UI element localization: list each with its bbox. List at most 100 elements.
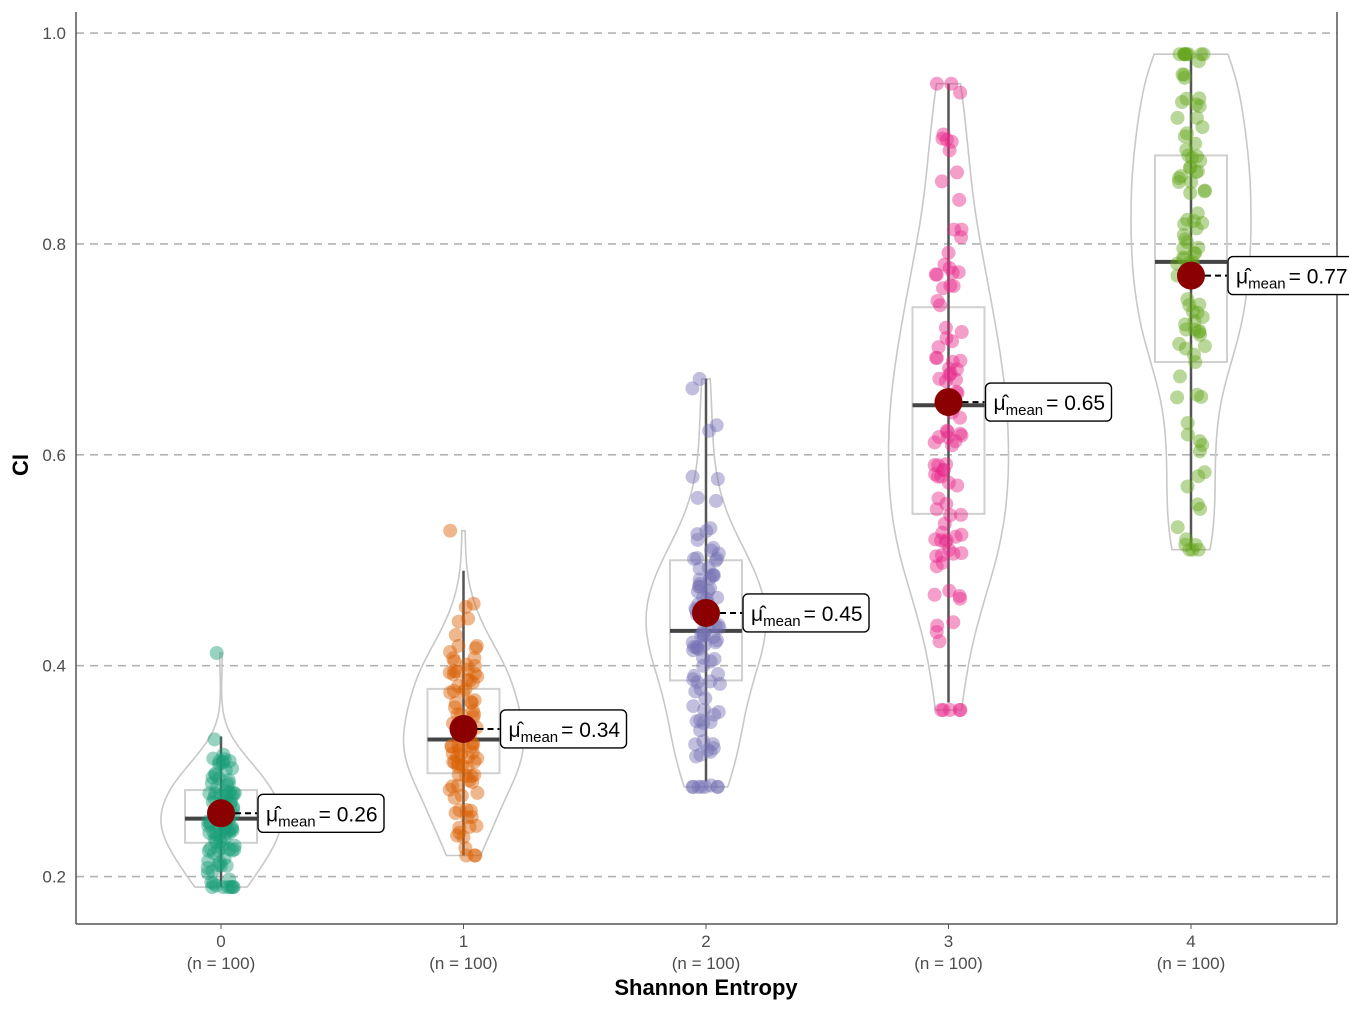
data-point bbox=[1194, 389, 1209, 404]
data-point bbox=[685, 635, 700, 650]
data-point bbox=[1178, 341, 1193, 356]
data-point bbox=[1181, 148, 1196, 163]
data-point bbox=[220, 777, 235, 792]
data-point bbox=[1182, 542, 1197, 557]
data-point bbox=[710, 590, 725, 605]
data-point bbox=[206, 751, 221, 766]
data-point bbox=[942, 261, 957, 276]
data-point bbox=[1179, 47, 1194, 62]
data-point bbox=[461, 750, 476, 765]
tick-labels: 0.2 0.4 0.6 0.8 1.0 0 (n = 100) 1 (n = 100) 2 (n =… bbox=[42, 24, 1225, 973]
data-point bbox=[932, 430, 946, 444]
data-point bbox=[938, 374, 953, 389]
data-point bbox=[1170, 390, 1185, 405]
data-point bbox=[929, 76, 944, 91]
data-point bbox=[694, 628, 709, 643]
data-point bbox=[215, 755, 230, 770]
data-point bbox=[460, 760, 475, 775]
data-point bbox=[205, 770, 220, 785]
mean-label-box bbox=[742, 593, 870, 633]
data-point bbox=[942, 368, 957, 382]
data-point bbox=[226, 880, 241, 895]
data-point bbox=[710, 551, 725, 566]
data-point bbox=[933, 298, 948, 313]
data-point bbox=[943, 366, 958, 381]
data-point bbox=[221, 776, 236, 791]
data-point bbox=[946, 279, 961, 294]
data-point bbox=[444, 739, 459, 754]
data-point bbox=[709, 418, 724, 433]
data-point bbox=[938, 320, 953, 335]
data-point bbox=[1185, 304, 1200, 319]
data-point bbox=[1189, 221, 1204, 236]
data-point bbox=[227, 786, 242, 801]
data-point bbox=[711, 667, 725, 681]
data-point bbox=[954, 230, 969, 245]
data-point bbox=[931, 458, 946, 473]
data-point bbox=[944, 134, 959, 149]
data-point bbox=[705, 737, 720, 752]
data-point bbox=[945, 438, 960, 453]
data-point bbox=[450, 778, 465, 793]
data-point bbox=[208, 786, 223, 801]
data-point bbox=[693, 723, 708, 738]
data-point bbox=[689, 749, 704, 764]
data-point bbox=[450, 828, 465, 843]
data-point bbox=[929, 559, 944, 574]
data-point bbox=[1192, 434, 1207, 449]
data-point bbox=[1175, 67, 1190, 82]
data-point bbox=[934, 548, 949, 563]
data-point bbox=[451, 679, 466, 693]
data-point bbox=[208, 766, 223, 781]
data-point bbox=[712, 676, 727, 691]
data-point bbox=[1170, 520, 1185, 535]
data-point bbox=[1191, 542, 1206, 557]
data-point bbox=[217, 851, 232, 866]
data-point bbox=[467, 651, 482, 666]
data-point bbox=[1197, 184, 1212, 199]
data-point bbox=[690, 527, 705, 542]
data-point bbox=[1188, 538, 1203, 552]
data-point bbox=[1191, 240, 1206, 255]
data-point bbox=[692, 561, 707, 576]
data-point bbox=[451, 756, 466, 771]
data-point bbox=[696, 658, 711, 673]
data-point bbox=[205, 880, 220, 895]
data-point bbox=[1197, 465, 1212, 480]
data-point bbox=[446, 754, 461, 769]
data-point bbox=[953, 426, 968, 441]
data-point bbox=[467, 767, 482, 782]
data-point bbox=[223, 880, 237, 895]
data-point bbox=[213, 788, 228, 803]
data-point bbox=[461, 611, 476, 626]
data-point bbox=[460, 810, 475, 825]
data-point bbox=[203, 841, 218, 856]
data-point bbox=[464, 810, 479, 824]
data-point bbox=[693, 579, 707, 594]
data-point bbox=[444, 739, 459, 754]
data-point bbox=[695, 626, 710, 641]
data-point bbox=[226, 786, 241, 801]
data-point bbox=[693, 713, 708, 728]
data-point bbox=[1195, 120, 1210, 135]
data-point bbox=[222, 754, 237, 769]
data-point bbox=[469, 639, 484, 653]
data-point bbox=[468, 641, 483, 656]
data-point bbox=[688, 684, 703, 699]
data-point bbox=[225, 789, 240, 803]
mean-marker bbox=[1177, 261, 1205, 290]
data-point bbox=[1179, 126, 1194, 141]
x-tick-count-label: (n = 100) bbox=[429, 954, 498, 973]
data-point bbox=[952, 589, 967, 603]
data-point bbox=[206, 846, 221, 861]
data-point bbox=[220, 880, 235, 895]
data-point bbox=[1192, 297, 1207, 312]
data-point bbox=[685, 381, 700, 396]
mean-marker bbox=[692, 598, 720, 627]
violin-outline bbox=[645, 378, 767, 788]
data-point bbox=[929, 350, 944, 365]
boxplots bbox=[184, 54, 1228, 888]
data-point bbox=[692, 577, 707, 591]
data-point bbox=[1180, 427, 1195, 442]
data-point bbox=[948, 529, 963, 544]
